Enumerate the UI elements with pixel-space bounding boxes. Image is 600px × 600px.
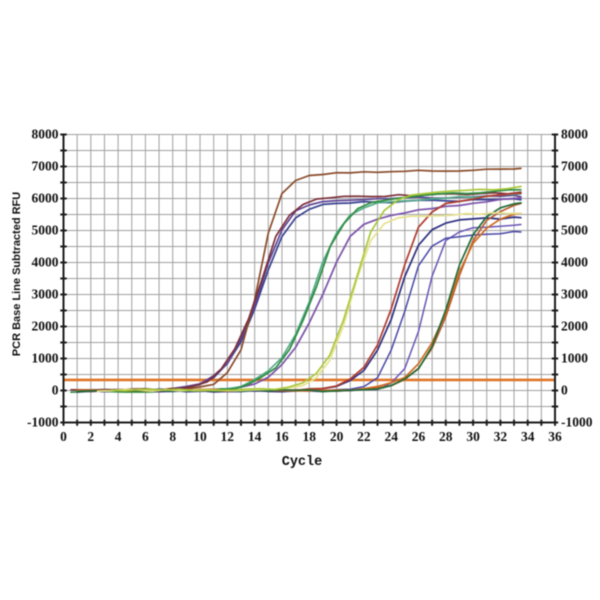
svg-text:26: 26 (412, 429, 426, 444)
svg-text:6000: 6000 (32, 191, 59, 206)
svg-text:0: 0 (561, 383, 568, 398)
svg-text:PCR Base Line Subtracted RFU: PCR Base Line Subtracted RFU (11, 192, 23, 356)
svg-text:4: 4 (115, 429, 122, 444)
svg-text:5000: 5000 (561, 223, 588, 238)
svg-text:34: 34 (521, 429, 535, 444)
svg-text:28: 28 (439, 429, 453, 444)
svg-text:6: 6 (142, 429, 149, 444)
svg-text:1000: 1000 (32, 351, 59, 366)
svg-text:4000: 4000 (32, 255, 59, 270)
svg-text:8: 8 (169, 429, 176, 444)
svg-text:7000: 7000 (32, 159, 59, 174)
svg-text:4000: 4000 (561, 255, 588, 270)
svg-text:2000: 2000 (32, 319, 59, 334)
svg-text:22: 22 (357, 429, 371, 444)
svg-text:2: 2 (87, 429, 94, 444)
svg-text:3000: 3000 (561, 287, 588, 302)
svg-text:36: 36 (548, 429, 562, 444)
svg-text:6000: 6000 (561, 191, 588, 206)
svg-text:32: 32 (494, 429, 508, 444)
svg-text:30: 30 (466, 429, 480, 444)
svg-text:10: 10 (193, 429, 207, 444)
svg-text:16: 16 (275, 429, 289, 444)
svg-text:24: 24 (384, 429, 398, 444)
svg-text:0: 0 (60, 429, 67, 444)
svg-text:5000: 5000 (32, 223, 59, 238)
svg-text:12: 12 (221, 429, 235, 444)
svg-text:3000: 3000 (32, 287, 59, 302)
svg-text:14: 14 (248, 429, 262, 444)
svg-text:7000: 7000 (561, 159, 588, 174)
svg-text:2000: 2000 (561, 319, 588, 334)
svg-text:20: 20 (330, 429, 344, 444)
svg-text:-1000: -1000 (561, 415, 593, 430)
svg-text:18: 18 (302, 429, 316, 444)
svg-text:8000: 8000 (32, 127, 59, 142)
svg-text:Cycle: Cycle (282, 455, 323, 470)
svg-text:8000: 8000 (561, 127, 588, 142)
svg-text:0: 0 (52, 383, 59, 398)
svg-text:-1000: -1000 (27, 415, 59, 430)
svg-text:1000: 1000 (561, 351, 588, 366)
